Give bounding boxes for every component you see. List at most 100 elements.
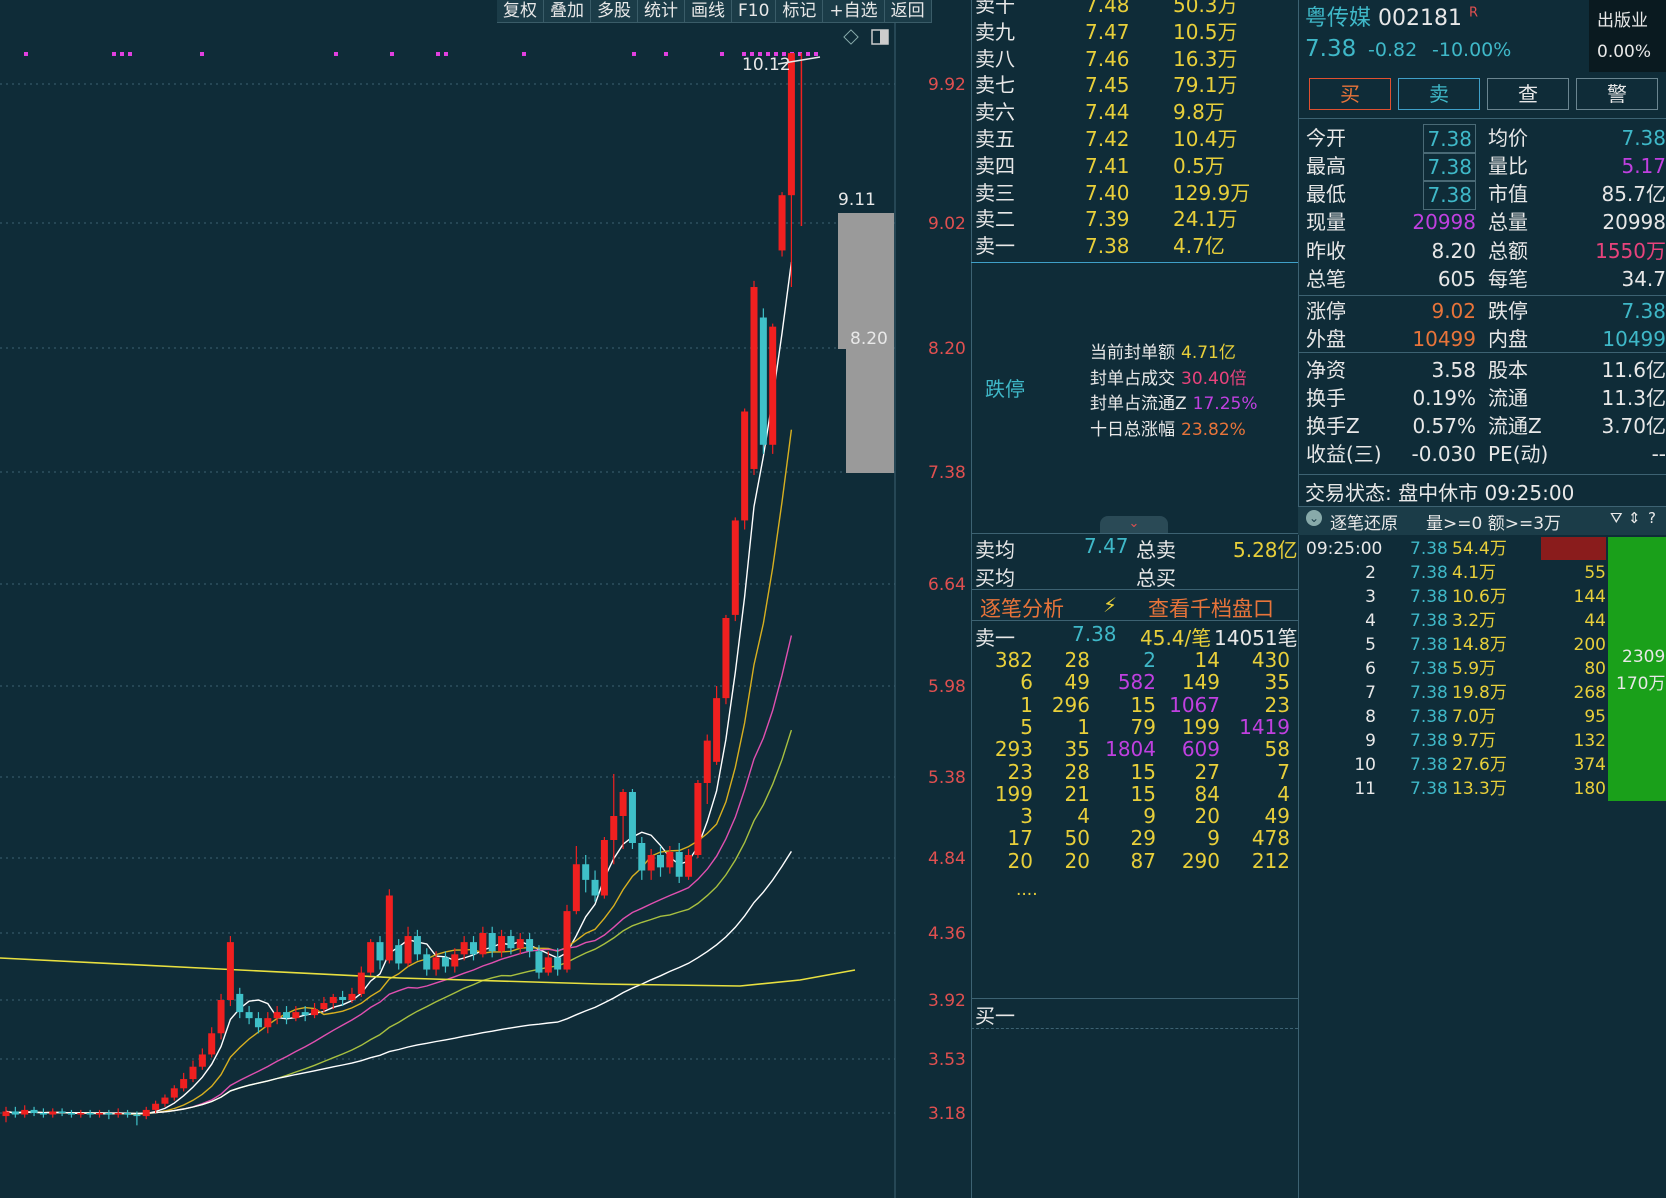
tick-time: 4: [1365, 611, 1376, 631]
tick-volume: 200: [1573, 635, 1606, 655]
total-sell-value: 5.28亿: [1233, 538, 1298, 562]
box-mid-label: 8.20: [850, 329, 888, 349]
ask-volume: 24.1万: [1173, 207, 1238, 232]
ask-row[interactable]: 卖八 7.46 16.3万: [975, 46, 1295, 73]
sep: [1298, 506, 1666, 507]
toolbar-button-0[interactable]: 复权: [497, 0, 544, 23]
tick-list-row[interactable]: 10 7.38 27.6万 374: [1306, 753, 1606, 777]
tick-head-avg: 45.4/笔: [1140, 626, 1212, 650]
event-marker: [120, 52, 124, 56]
tick-price: 7.38: [1410, 683, 1448, 703]
toolbar-button-8[interactable]: 返回: [884, 0, 932, 23]
tick-list-row[interactable]: 2 7.38 4.1万 55: [1306, 561, 1606, 585]
high-arrow: [777, 56, 821, 65]
ask-row[interactable]: 卖九 7.47 10.5万: [975, 19, 1295, 46]
candle-body: [404, 936, 412, 964]
trade-button-2[interactable]: 查: [1487, 78, 1569, 110]
quote-label: 涨停: [1306, 299, 1346, 323]
candle-body: [666, 852, 674, 868]
limit-info-value: 4.71亿: [1181, 343, 1236, 363]
tick-list-row[interactable]: 9 7.38 9.7万 132: [1306, 729, 1606, 753]
tick-list-row[interactable]: 3 7.38 10.6万 144: [1306, 585, 1606, 609]
ask-row[interactable]: 卖六 7.44 9.8万: [975, 99, 1295, 126]
candle-body: [114, 1113, 122, 1115]
tick-price: 7.38: [1410, 755, 1448, 775]
candle-body: [554, 957, 562, 970]
ask-row[interactable]: 卖七 7.45 79.1万: [975, 72, 1295, 99]
candle-body: [413, 936, 421, 955]
candle-body: [395, 945, 403, 964]
tick-list-row[interactable]: 6 7.38 5.9万 80: [1306, 657, 1606, 681]
ask-row[interactable]: 卖十 7.48 50.3万: [975, 0, 1295, 19]
toolbar-button-7[interactable]: +自选: [823, 0, 885, 23]
event-marker: [806, 52, 810, 56]
tick-head-level: 卖一: [975, 626, 1015, 650]
tick-cell: 84: [1194, 781, 1220, 806]
kline-chart[interactable]: 9.92 9.02 8.20 7.38 6.64 5.98 5.38 4.84 4.36 3.92…: [0, 0, 975, 1198]
quote-value: 10499: [1602, 327, 1666, 351]
tab-tick-analysis[interactable]: 逐笔分析: [980, 597, 1064, 621]
tick-amount: 14.8万: [1452, 635, 1507, 655]
panel-toggle-icon[interactable]: [871, 29, 889, 45]
y-tick-label: 4.84: [928, 849, 966, 869]
diamond-icon[interactable]: [843, 29, 859, 45]
toolbar-button-1[interactable]: 叠加: [544, 0, 591, 23]
toolbar-button-6[interactable]: 标记: [776, 0, 824, 23]
ask-row[interactable]: 卖三 7.40 129.9万: [975, 180, 1295, 207]
tick-cell: 199: [1181, 714, 1220, 739]
sort-icon[interactable]: ⇕: [1628, 509, 1641, 527]
event-marker: [128, 52, 132, 56]
chart-toolbar: 复权 叠加 多股 统计 画线 F10 标记 +自选 返回: [497, 0, 932, 24]
candle-body: [133, 1114, 141, 1117]
ask-level: 卖六: [975, 100, 1015, 125]
tick-list-filter[interactable]: 量>=0 额>=3万: [1426, 514, 1562, 534]
collapse-toggle-icon[interactable]: ⌄: [1100, 516, 1168, 534]
trade-button-1[interactable]: 卖: [1398, 78, 1480, 110]
tick-amount: 3.2万: [1452, 611, 1497, 631]
tick-cell: 49: [1264, 804, 1290, 829]
ask-volume: 16.3万: [1173, 46, 1238, 71]
stock-code: 002181: [1378, 6, 1462, 31]
tick-list-row[interactable]: 11 7.38 13.3万 180: [1306, 777, 1606, 801]
candle-body: [694, 783, 702, 855]
ask-volume: 10.4万: [1173, 127, 1238, 151]
trade-button-3[interactable]: 警: [1576, 78, 1658, 110]
tick-cell: 14: [1194, 648, 1220, 672]
event-marker: [774, 52, 778, 56]
help-icon[interactable]: ?: [1648, 509, 1656, 527]
filter-icon[interactable]: ⛛: [1610, 509, 1623, 527]
tick-list-row[interactable]: 4 7.38 3.2万 44: [1306, 609, 1606, 633]
ask-row[interactable]: 卖四 7.41 0.5万: [975, 153, 1295, 180]
y-tick-label: 3.18: [928, 1104, 966, 1124]
tick-cell: 87: [1130, 848, 1156, 873]
candle-body: [582, 864, 590, 880]
candle-body: [124, 1113, 132, 1115]
quote-value: 7.38: [1621, 126, 1666, 150]
tick-time: 7: [1365, 683, 1376, 703]
toolbar-button-3[interactable]: 统计: [638, 0, 685, 23]
quote-label: 外盘: [1306, 327, 1346, 351]
candle-body: [675, 852, 683, 877]
candle-body: [21, 1109, 29, 1115]
tick-price: 7.38: [1410, 539, 1448, 559]
candle-body: [703, 740, 711, 783]
toolbar-button-5[interactable]: F10: [732, 0, 777, 23]
tab-view-depth[interactable]: 查看千档盘口: [1148, 597, 1274, 621]
toolbar-button-4[interactable]: 画线: [685, 0, 732, 23]
quote-label: 总额: [1488, 239, 1528, 263]
tick-cell: 9: [1207, 826, 1220, 851]
tick-list-row[interactable]: 8 7.38 7.0万 95: [1306, 705, 1606, 729]
industry-box[interactable]: 出版业 0.00%: [1589, 0, 1666, 72]
candles: [2, 53, 803, 1126]
tick-list-row[interactable]: 7 7.38 19.8万 268: [1306, 681, 1606, 705]
tick-cell: 20: [1007, 848, 1033, 873]
ask-row[interactable]: 卖一 7.38 4.7亿: [975, 233, 1295, 260]
collapse-circle-icon[interactable]: ⌄: [1306, 510, 1322, 526]
ask-row[interactable]: 卖五 7.42 10.4万: [975, 126, 1295, 153]
tick-list-row[interactable]: 5 7.38 14.8万 200: [1306, 633, 1606, 657]
ask-row[interactable]: 卖二 7.39 24.1万: [975, 206, 1295, 233]
lightning-icon[interactable]: ⚡: [1103, 593, 1118, 617]
toolbar-button-2[interactable]: 多股: [591, 0, 638, 23]
trade-button-0[interactable]: 买: [1309, 78, 1391, 110]
tick-price: 7.38: [1410, 779, 1448, 799]
